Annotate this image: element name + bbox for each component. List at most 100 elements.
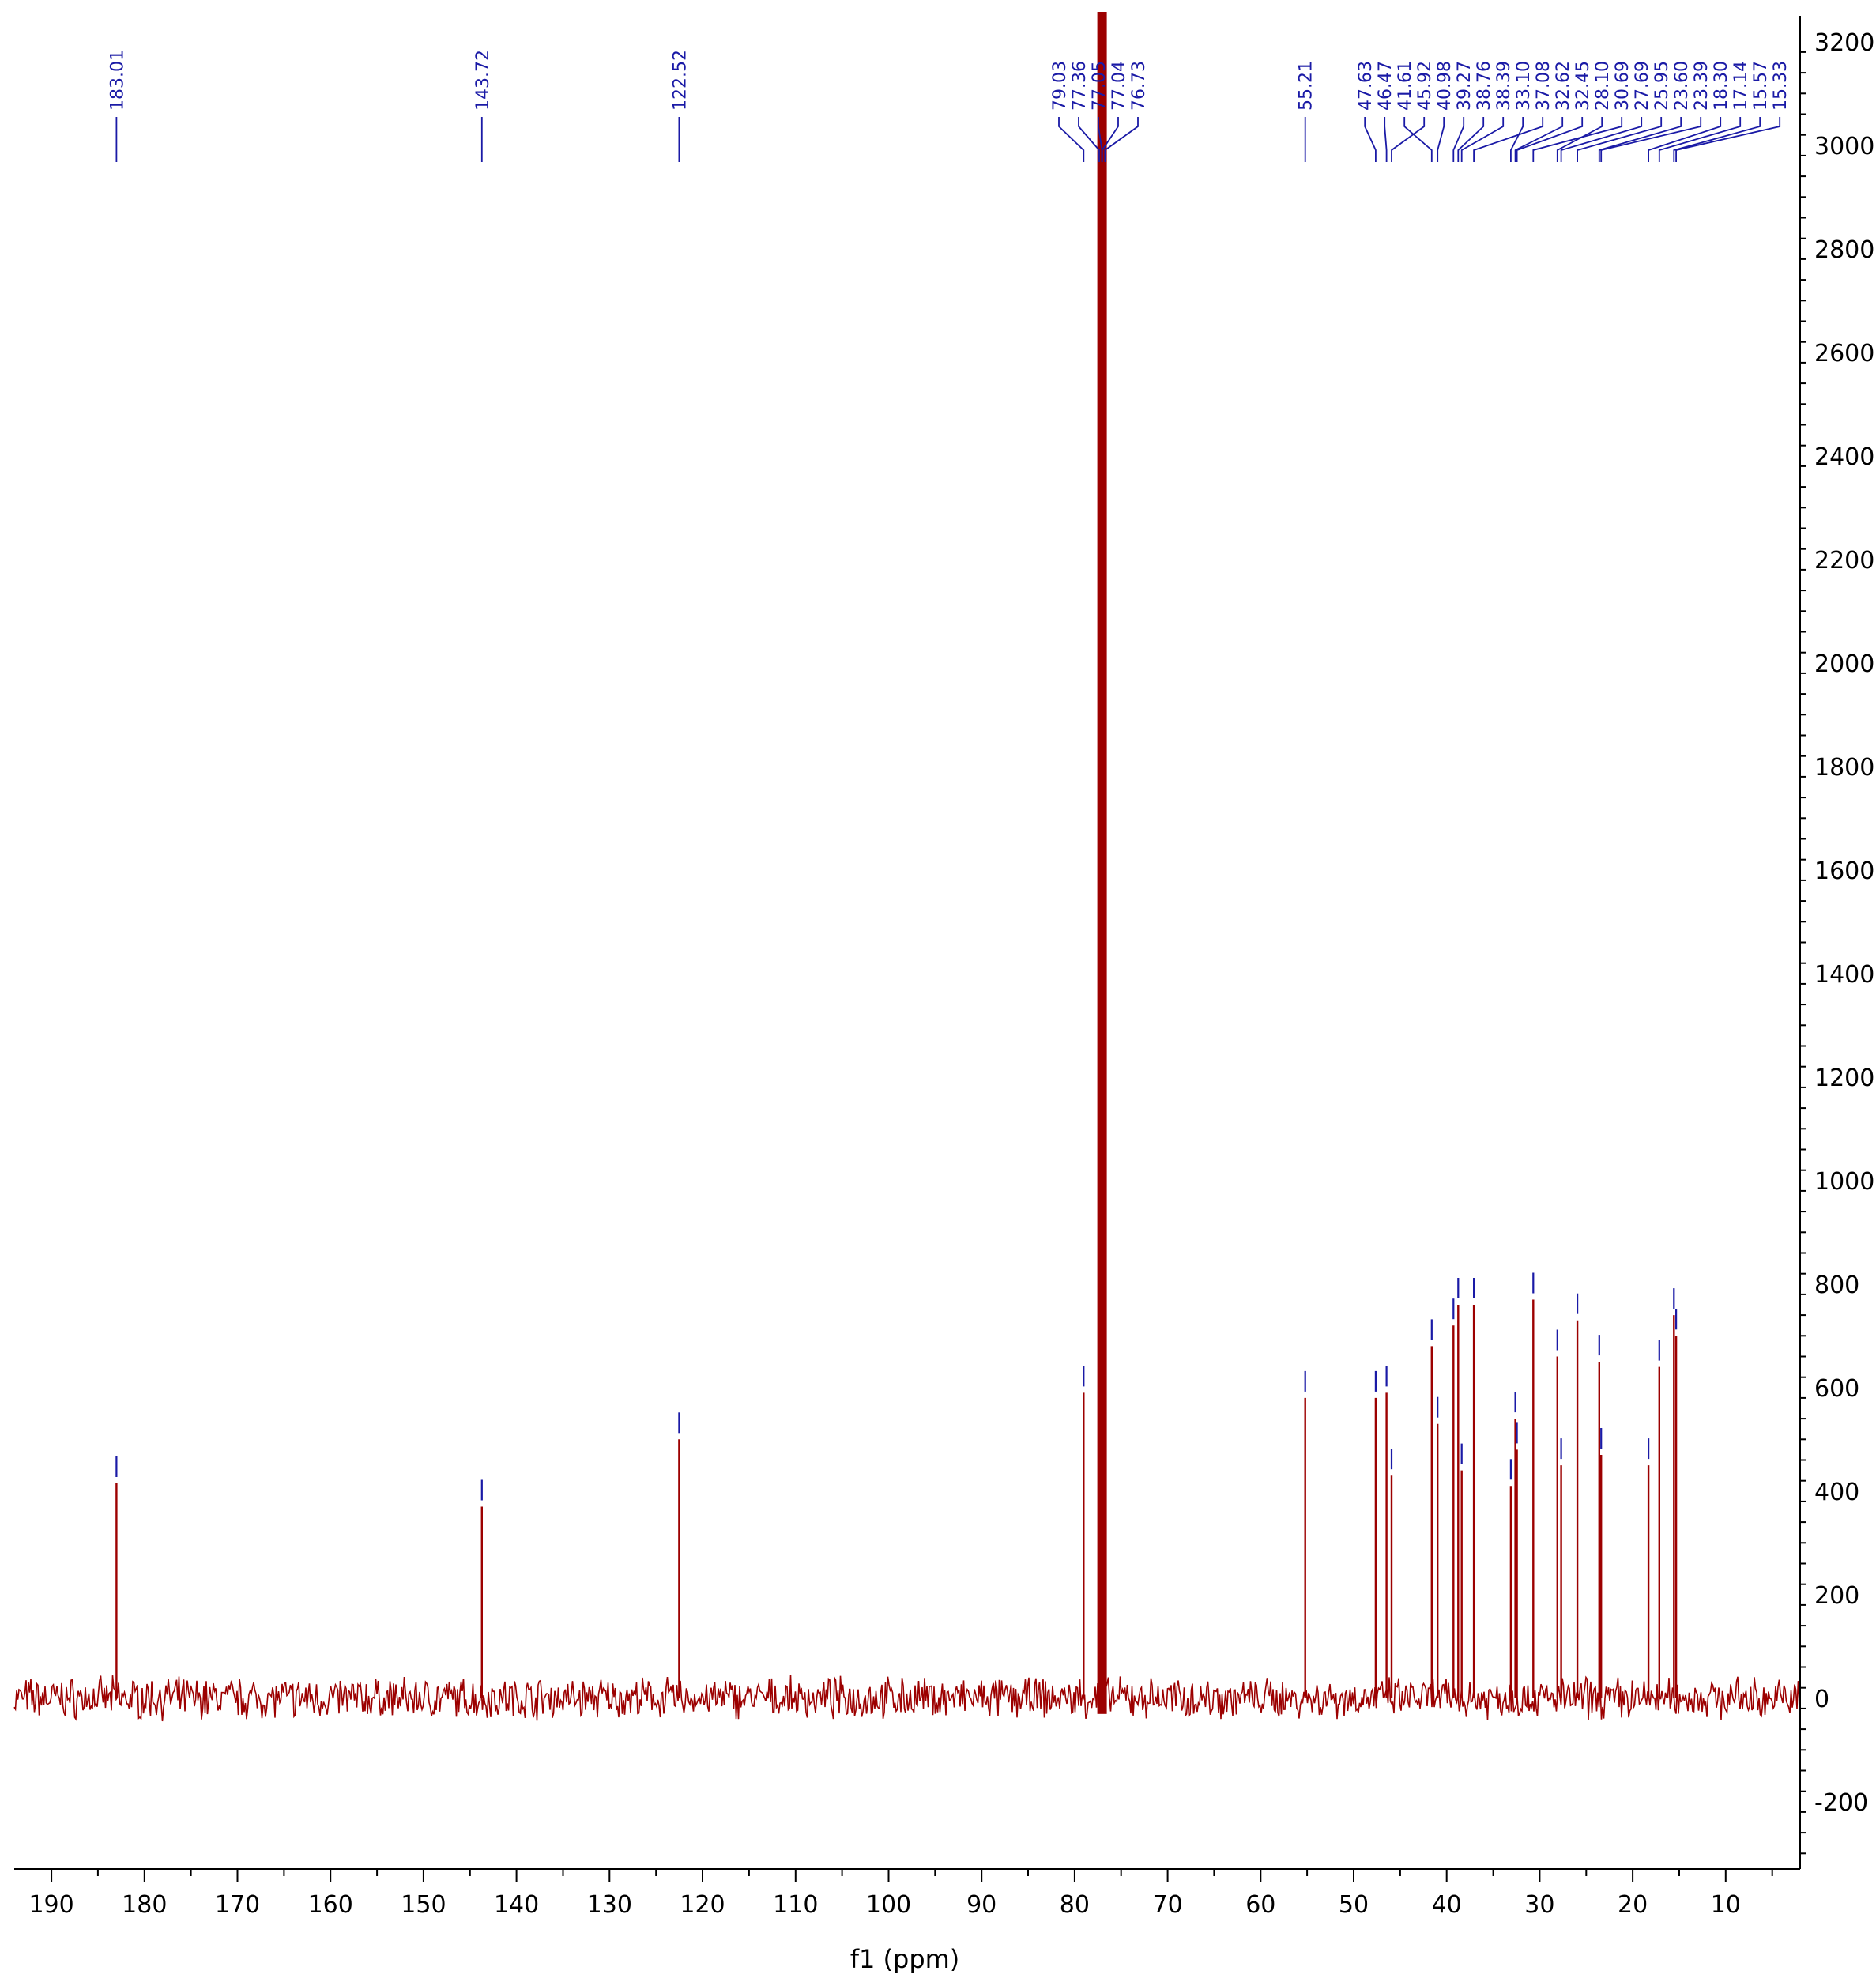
peak-label-18: 33.10 <box>1514 61 1534 111</box>
peak-label-21: 30.69 <box>1613 61 1633 111</box>
peak-leader-19 <box>1514 117 1564 162</box>
x-tick-label-160: 160 <box>308 1891 353 1919</box>
x-tick-label-180: 180 <box>122 1891 167 1919</box>
y-tick-label-1600: 1600 <box>1814 857 1874 885</box>
y-tick-label-1200: 1200 <box>1814 1064 1874 1092</box>
peak-marker-layer <box>115 1272 1678 1501</box>
peak-leader-24 <box>1577 117 1663 162</box>
x-tick-label-170: 170 <box>215 1891 260 1919</box>
x-tick-label-140: 140 <box>494 1891 539 1919</box>
peak-label-8: 55.21 <box>1297 61 1317 111</box>
peak-leader-3 <box>1058 117 1085 162</box>
y-axis: 3200300028002600240022002000180016001400… <box>1799 16 1874 1869</box>
x-axis: 190 180 170 160 150 140 130 120 110 100 90 80 70 60 50… <box>14 1868 1800 1919</box>
x-tick-label-90: 90 <box>966 1891 996 1919</box>
peak-label-14: 39.27 <box>1455 61 1475 111</box>
peak-label-1: 143.72 <box>473 50 493 111</box>
peak-label-16: 38.39 <box>1494 61 1514 111</box>
y-tick-label-2000: 2000 <box>1814 650 1874 678</box>
peak-label-9: 47.63 <box>1356 61 1376 111</box>
peak-leader-23 <box>1560 117 1643 162</box>
peak-leader-14 <box>1452 117 1465 162</box>
x-tick-label-10: 10 <box>1711 1891 1741 1919</box>
y-tick-label-2400: 2400 <box>1814 443 1874 471</box>
peak-label-23: 27.69 <box>1633 61 1652 111</box>
peak-leader-12 <box>1403 117 1433 162</box>
x-tick-label-190: 190 <box>28 1891 73 1919</box>
x-tick-label-100: 100 <box>866 1891 911 1919</box>
peak-leader-4 <box>1078 117 1100 162</box>
peak-label-17: 37.08 <box>1534 61 1554 111</box>
y-tick-label--200: -200 <box>1814 1789 1868 1817</box>
peak-label-11: 45.92 <box>1415 61 1435 111</box>
peak-label-26: 23.39 <box>1692 61 1712 111</box>
peak-label-22: 28.10 <box>1593 61 1613 111</box>
y-tick-label-3200: 3200 <box>1814 29 1874 57</box>
y-tick-label-0: 0 <box>1814 1686 1829 1713</box>
spectrum-layer <box>13 12 1800 1722</box>
peak-label-29: 15.57 <box>1751 61 1771 111</box>
y-tick-label-3000: 3000 <box>1814 133 1874 160</box>
peak-label-7: 76.73 <box>1129 61 1149 111</box>
y-tick-label-800: 800 <box>1814 1272 1859 1299</box>
peak-label-layer: 183.01 143.72 122.52 79.03 77.36 77.05 77.04 76… <box>107 50 1791 162</box>
x-tick-label-20: 20 <box>1618 1891 1648 1919</box>
peak-label-13: 40.98 <box>1435 61 1455 111</box>
peak-leader-30 <box>1675 117 1781 162</box>
peak-label-4: 77.36 <box>1070 61 1090 111</box>
x-tick-label-30: 30 <box>1524 1891 1554 1919</box>
y-tick-label-2200: 2200 <box>1814 547 1874 575</box>
x-tick-label-70: 70 <box>1153 1891 1183 1919</box>
peak-label-30: 15.33 <box>1771 61 1791 111</box>
x-tick-label-60: 60 <box>1245 1891 1275 1919</box>
peak-label-25: 23.60 <box>1672 61 1692 111</box>
y-tick-label-400: 400 <box>1814 1479 1859 1506</box>
peak-leader-15 <box>1457 117 1485 162</box>
peak-leader-16 <box>1460 117 1505 162</box>
peak-label-12: 41.61 <box>1396 61 1415 111</box>
peak-label-24: 25.95 <box>1652 61 1672 111</box>
peak-leader-11 <box>1391 117 1426 162</box>
x-tick-label-110: 110 <box>773 1891 818 1919</box>
x-tick-label-130: 130 <box>587 1891 632 1919</box>
y-tick-label-600: 600 <box>1814 1375 1859 1403</box>
y-tick-label-200: 200 <box>1814 1582 1859 1610</box>
x-tick-label-80: 80 <box>1060 1891 1090 1919</box>
peak-leader-20 <box>1516 117 1584 162</box>
peak-leader-18 <box>1510 117 1524 162</box>
peak-leader-9 <box>1364 117 1377 162</box>
y-tick-label-2600: 2600 <box>1814 340 1874 367</box>
peak-leader-27 <box>1648 117 1722 162</box>
x-tick-label-150: 150 <box>401 1891 446 1919</box>
peak-label-15: 38.76 <box>1475 61 1494 111</box>
peak-leader-7 <box>1104 117 1139 162</box>
peak-leader-29 <box>1673 117 1761 162</box>
peak-label-5: 77.05 <box>1090 61 1109 111</box>
spectrum-baseline <box>13 1675 1800 1722</box>
peak-leader-25 <box>1598 117 1682 162</box>
peak-leader-17 <box>1473 117 1544 162</box>
peak-leader-6 <box>1101 117 1119 162</box>
y-tick-label-1400: 1400 <box>1814 961 1874 989</box>
x-tick-label-50: 50 <box>1339 1891 1369 1919</box>
peak-label-2: 122.52 <box>670 50 690 111</box>
peak-label-19: 32.62 <box>1554 61 1573 111</box>
peak-leader-13 <box>1437 117 1445 162</box>
peak-label-0: 183.01 <box>107 50 127 111</box>
y-tick-label-2800: 2800 <box>1814 236 1874 264</box>
peak-label-28: 17.14 <box>1731 61 1751 111</box>
x-tick-label-40: 40 <box>1432 1891 1462 1919</box>
peak-label-20: 32.45 <box>1573 61 1593 111</box>
x-axis-title: f1 (ppm) <box>850 1944 960 1974</box>
peak-leader-28 <box>1658 117 1742 162</box>
y-tick-label-1000: 1000 <box>1814 1168 1874 1196</box>
peak-label-10: 46.47 <box>1376 61 1396 111</box>
peak-leader-10 <box>1384 117 1388 162</box>
peak-label-27: 18.30 <box>1712 61 1731 111</box>
peak-label-6: 77.04 <box>1109 61 1129 111</box>
peak-label-3: 79.03 <box>1050 61 1070 111</box>
y-tick-label-1800: 1800 <box>1814 754 1874 782</box>
peak-leader-21 <box>1532 117 1623 162</box>
x-tick-label-120: 120 <box>680 1891 725 1919</box>
